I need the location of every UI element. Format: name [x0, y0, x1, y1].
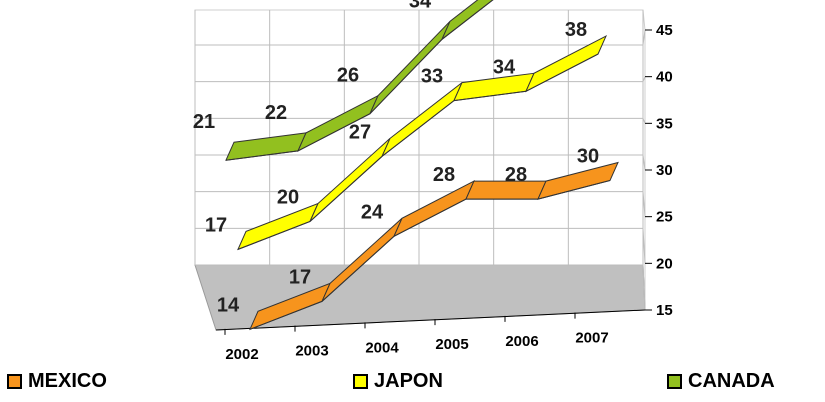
legend-swatch-japon: [353, 374, 368, 389]
x-tick-label: 2002: [225, 346, 258, 360]
y-tick-label: 25: [656, 209, 673, 226]
data-label-japon: 33: [421, 66, 443, 88]
series-line-mexico: [249, 180, 611, 330]
data-label-japon: 17: [205, 214, 227, 236]
data-label-mexico: 28: [433, 164, 455, 186]
y-tick-label: 45: [656, 22, 673, 39]
x-tick-label: 2005: [435, 336, 468, 353]
legend-label-canada: CANADA: [688, 370, 775, 392]
series-line-japon: [237, 53, 599, 250]
legend-label-mexico: MEXICO: [28, 370, 107, 392]
legend-swatch-mexico: [7, 374, 22, 389]
y-tick-label: 30: [656, 162, 673, 179]
legend-item-japon: JAPON: [353, 370, 443, 393]
legend-swatch-canada: [667, 374, 682, 389]
data-label-mexico: 30: [577, 146, 599, 168]
y-tick-label: 15: [656, 302, 673, 319]
data-label-japon: 27: [349, 121, 371, 143]
x-axis-line: [215, 309, 646, 331]
y-tick-label: 35: [656, 115, 673, 132]
line-chart-3d: 15 20 25 30 35 40 45 2002 2003 2004 2005 2006 2007 21…: [193, 0, 673, 360]
legend-item-canada: CANADA: [667, 370, 775, 393]
x-tick-label: 2006: [505, 333, 538, 350]
x-tick-label: 2003: [295, 343, 328, 360]
y-tick-label: 20: [656, 255, 673, 272]
data-label-canada: 22: [265, 102, 287, 124]
legend-item-mexico: MEXICO: [7, 370, 107, 393]
x-tick-label: 2004: [365, 339, 399, 356]
data-label-japon: 38: [565, 19, 587, 41]
series-line-canada: [225, 0, 494, 161]
y-tick-label: 40: [656, 69, 673, 86]
x-tick-label: 2007: [575, 330, 608, 347]
data-label-japon: 20: [277, 187, 299, 209]
data-label-mexico: 14: [217, 294, 240, 316]
data-label-mexico: 28: [505, 164, 527, 186]
data-label-mexico: 24: [361, 201, 384, 223]
data-label-japon: 34: [493, 56, 516, 78]
data-label-canada: 34: [409, 0, 432, 12]
data-label-mexico: 17: [289, 266, 311, 288]
data-label-canada: 26: [337, 65, 359, 87]
data-label-canada: 21: [193, 111, 215, 133]
legend-label-japon: JAPON: [374, 370, 443, 392]
